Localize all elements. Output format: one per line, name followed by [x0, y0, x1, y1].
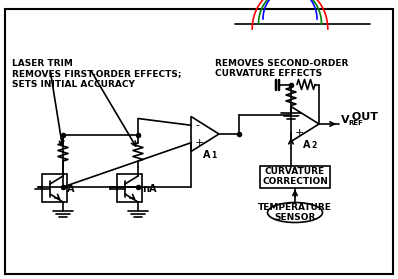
Text: 2: 2	[311, 141, 316, 150]
Text: REF: REF	[348, 120, 363, 126]
Text: +: +	[295, 128, 304, 138]
Text: TEMPERATURE
SENSOR: TEMPERATURE SENSOR	[258, 203, 332, 222]
Text: A: A	[203, 150, 211, 160]
Text: A: A	[67, 184, 74, 194]
Text: LASER TRIM
REMOVES FIRST-ORDER EFFECTS;
SETS INITIAL ACCURACY: LASER TRIM REMOVES FIRST-ORDER EFFECTS; …	[12, 59, 181, 89]
Text: A: A	[303, 140, 311, 150]
Text: REMOVES SECOND-ORDER
CURVATURE EFFECTS: REMOVES SECOND-ORDER CURVATURE EFFECTS	[215, 59, 348, 78]
Text: -: -	[295, 110, 299, 120]
Text: CURVATURE
CORRECTION: CURVATURE CORRECTION	[262, 167, 328, 186]
Text: 1: 1	[211, 150, 216, 160]
Text: +: +	[195, 138, 205, 148]
Text: OUT: OUT	[348, 112, 378, 122]
Text: nA: nA	[142, 184, 156, 194]
Text: -: -	[195, 120, 199, 130]
Text: V: V	[341, 115, 349, 125]
